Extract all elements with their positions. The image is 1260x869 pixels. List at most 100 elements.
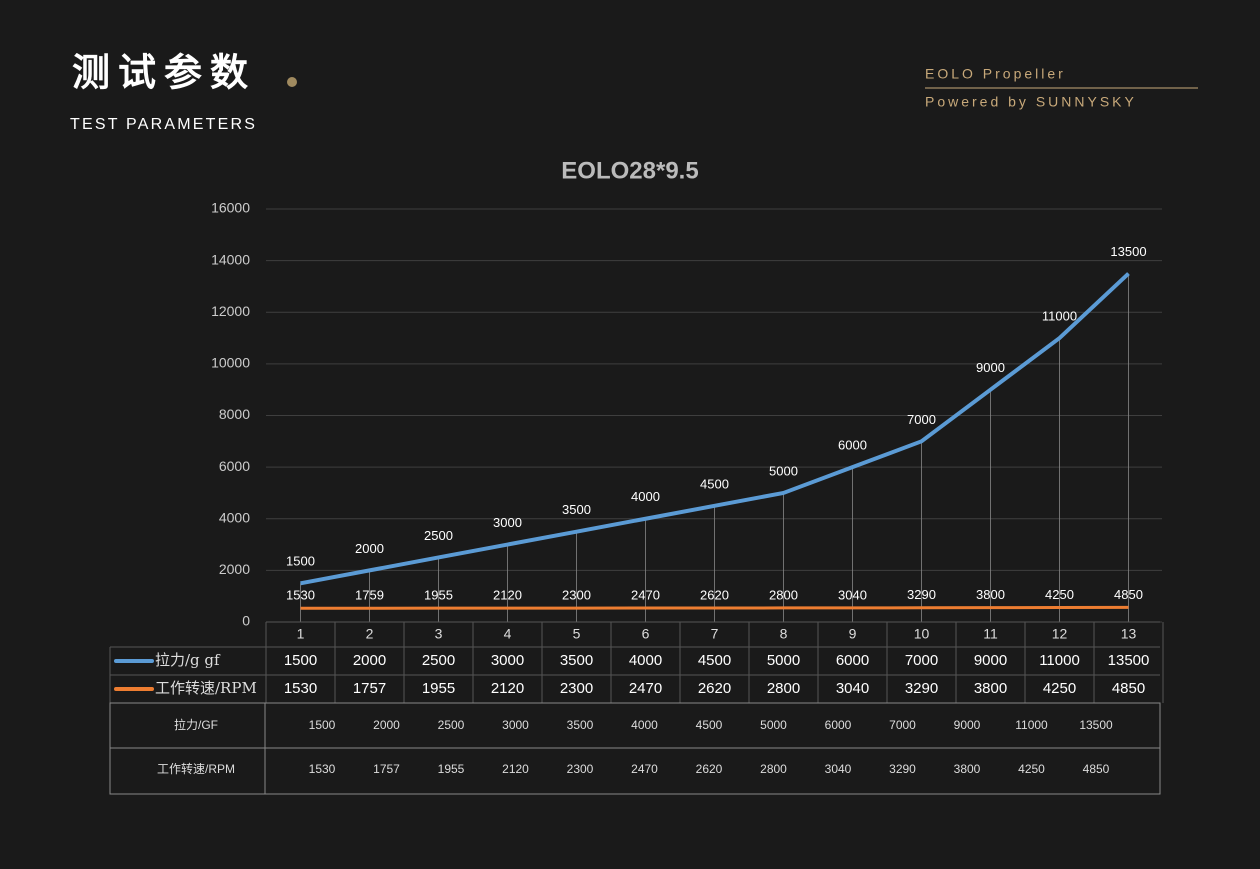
x-tick-label: 3 bbox=[435, 626, 443, 642]
y-tick-label: 8000 bbox=[219, 406, 250, 422]
table-cell: 3040 bbox=[825, 762, 852, 776]
table-cell: 9000 bbox=[974, 652, 1007, 669]
data-label: 4250 bbox=[1045, 587, 1074, 602]
table-cell: 3000 bbox=[491, 652, 524, 669]
x-tick-label: 13 bbox=[1121, 626, 1137, 642]
x-tick-label: 4 bbox=[504, 626, 512, 642]
y-tick-label: 12000 bbox=[211, 303, 250, 319]
data-label: 3000 bbox=[493, 515, 522, 530]
x-tick-label: 9 bbox=[849, 626, 857, 642]
table-cell: 6000 bbox=[836, 652, 869, 669]
table-cell: 1757 bbox=[353, 680, 386, 697]
table-cell: 3040 bbox=[836, 680, 869, 697]
y-tick-label: 0 bbox=[242, 613, 250, 629]
data-label: 2500 bbox=[424, 528, 453, 543]
table-cell: 1530 bbox=[284, 680, 317, 697]
x-tick-label: 2 bbox=[366, 626, 374, 642]
data-label: 2800 bbox=[769, 587, 798, 602]
y-tick-label: 4000 bbox=[219, 509, 250, 525]
data-label: 7000 bbox=[907, 412, 936, 427]
table-cell: 2620 bbox=[698, 680, 731, 697]
series-line bbox=[300, 272, 1130, 586]
table-cell: 2500 bbox=[438, 718, 465, 732]
x-tick-label: 6 bbox=[642, 626, 650, 642]
table-cell: 2120 bbox=[502, 762, 529, 776]
data-label: 5000 bbox=[769, 463, 798, 478]
data-label: 1530 bbox=[286, 588, 315, 603]
row-label: 拉力/GF bbox=[174, 717, 218, 732]
table-cell: 4850 bbox=[1112, 680, 1145, 697]
legend-label: 工作转速/RPM bbox=[155, 679, 257, 697]
data-label: 4500 bbox=[700, 476, 729, 491]
data-label: 6000 bbox=[838, 438, 867, 453]
x-tick-label: 10 bbox=[914, 626, 930, 642]
table-cell: 4850 bbox=[1083, 762, 1110, 776]
table-cell: 9000 bbox=[954, 718, 981, 732]
table-cell: 1500 bbox=[309, 718, 336, 732]
table-cell: 1500 bbox=[284, 652, 317, 669]
table-cell: 6000 bbox=[825, 718, 852, 732]
y-tick-label: 6000 bbox=[219, 458, 250, 474]
table-cell: 7000 bbox=[889, 718, 916, 732]
table-cell: 3290 bbox=[889, 762, 916, 776]
table-cell: 3800 bbox=[954, 762, 981, 776]
table-cell: 3500 bbox=[560, 652, 593, 669]
page-title: 测试参数 bbox=[72, 51, 256, 95]
brand: EOLO Propeller bbox=[925, 66, 1066, 82]
table-cell: 4250 bbox=[1043, 680, 1076, 697]
table-cell: 4500 bbox=[696, 718, 723, 732]
table-cell: 4000 bbox=[631, 718, 658, 732]
table-cell: 2470 bbox=[629, 680, 662, 697]
table-cell: 13500 bbox=[1108, 652, 1150, 669]
data-label: 2120 bbox=[493, 588, 522, 603]
table-cell: 1757 bbox=[373, 762, 400, 776]
data-label: 2300 bbox=[562, 588, 591, 603]
table-cell: 3500 bbox=[567, 718, 594, 732]
data-label: 4000 bbox=[631, 489, 660, 504]
table-cell: 7000 bbox=[905, 652, 938, 669]
data-label: 3290 bbox=[907, 587, 936, 602]
x-tick-label: 1 bbox=[297, 626, 305, 642]
table-cell: 2620 bbox=[696, 762, 723, 776]
data-label: 2470 bbox=[631, 587, 660, 602]
powered: Powered by SUNNYSKY bbox=[925, 94, 1137, 110]
table-cell: 3000 bbox=[502, 718, 529, 732]
table-cell: 4000 bbox=[629, 652, 662, 669]
table-cell: 2120 bbox=[491, 680, 524, 697]
data-label: 2620 bbox=[700, 587, 729, 602]
data-label: 4850 bbox=[1114, 587, 1143, 602]
y-tick-label: 16000 bbox=[211, 200, 250, 216]
x-tick-label: 11 bbox=[983, 626, 998, 642]
table-cell: 3800 bbox=[974, 680, 1007, 697]
table-cell: 2470 bbox=[631, 762, 658, 776]
table-cell: 1955 bbox=[438, 762, 465, 776]
page-subtitle: TEST PARAMETERS bbox=[70, 116, 257, 133]
y-tick-label: 14000 bbox=[211, 251, 250, 267]
table-cell: 13500 bbox=[1079, 718, 1113, 732]
data-label: 1955 bbox=[424, 588, 453, 603]
table-cell: 5000 bbox=[767, 652, 800, 669]
chart-title: EOLO28*9.5 bbox=[561, 157, 698, 184]
y-tick-label: 2000 bbox=[219, 561, 250, 577]
table-cell: 11000 bbox=[1039, 652, 1080, 669]
table-cell: 4500 bbox=[698, 652, 731, 669]
table-cell: 2000 bbox=[373, 718, 400, 732]
table-cell: 11000 bbox=[1015, 718, 1048, 732]
table-cell: 2800 bbox=[760, 762, 787, 776]
table-cell: 2300 bbox=[567, 762, 594, 776]
data-label: 9000 bbox=[976, 360, 1005, 375]
y-tick-label: 10000 bbox=[211, 355, 250, 371]
data-label: 3500 bbox=[562, 502, 591, 517]
table-cell: 5000 bbox=[760, 718, 787, 732]
x-tick-label: 7 bbox=[711, 626, 719, 642]
table-cell: 1530 bbox=[309, 762, 336, 776]
data-label: 1759 bbox=[355, 588, 384, 603]
data-label: 3800 bbox=[976, 587, 1005, 602]
table-cell: 2800 bbox=[767, 680, 800, 697]
series-line bbox=[300, 605, 1129, 610]
data-label: 11000 bbox=[1042, 309, 1077, 324]
table-cell: 3290 bbox=[905, 680, 938, 697]
